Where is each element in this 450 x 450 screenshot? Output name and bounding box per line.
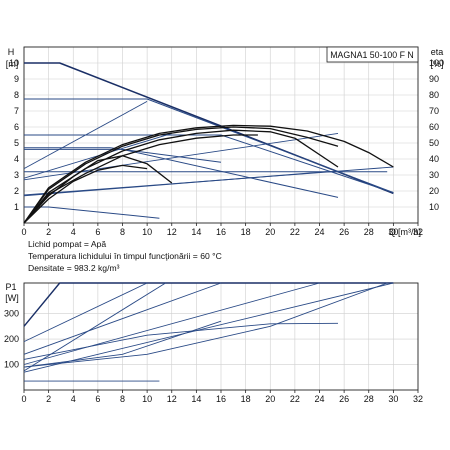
y-axis-unit: [m] [6, 59, 19, 69]
x-tick-label: 20 [265, 227, 275, 237]
x-tick-label: 18 [241, 394, 251, 404]
power-curve [23, 322, 339, 360]
pump-head-min-curve [24, 206, 160, 219]
y-right-tick-label: 10 [429, 202, 439, 212]
power-curve [23, 282, 166, 372]
x-tick-label: 6 [95, 394, 100, 404]
y-tick-label: 4 [14, 154, 19, 164]
y-right-axis-label: eta [431, 47, 444, 57]
y-right-axis-unit: [%] [430, 59, 443, 69]
system-curve-curve [23, 132, 339, 181]
x-tick-label: 6 [95, 227, 100, 237]
title-box [326, 46, 419, 63]
x-axis-unit: [m³/h] [398, 227, 421, 237]
x-tick-label: 24 [314, 394, 324, 404]
x-tick-label: 12 [167, 227, 177, 237]
x-tick-label: 18 [241, 227, 251, 237]
y-tick-label: 9 [14, 74, 19, 84]
y-tick-label: 2 [14, 186, 19, 196]
x-tick-label: 26 [339, 227, 349, 237]
efficiency-curve [23, 124, 394, 224]
pump-head-curve [24, 98, 394, 194]
x-tick-label: 22 [290, 394, 300, 404]
y-right-tick-label: 100 [429, 58, 444, 68]
x-tick-label: 4 [71, 227, 76, 237]
power-curve [23, 282, 222, 355]
x-tick-label: 16 [216, 394, 226, 404]
x-tick-label: 30 [388, 394, 398, 404]
x-tick-label: 28 [364, 394, 374, 404]
power-curve [23, 282, 394, 373]
y-axis-label: P1 [5, 282, 16, 292]
chart-title: MAGNA1 50-100 F N [330, 50, 414, 60]
medium-line-temperature: Temperatura lichidului în timpul funcţio… [28, 251, 222, 261]
y-tick-label: 1 [14, 202, 19, 212]
medium-line-pumped-liquid: Lichid pompat = Apă [28, 239, 107, 249]
system-curve-curve [23, 166, 394, 196]
pump-head-curve [24, 134, 394, 194]
x-tick-label: 22 [290, 227, 300, 237]
x-tick-label: 24 [314, 227, 324, 237]
system-curve-curve [23, 101, 148, 169]
y-tick-label: 7 [14, 106, 19, 116]
x-tick-label: 2 [46, 394, 51, 404]
y-right-tick-label: 60 [429, 122, 439, 132]
power-curve [23, 282, 148, 343]
x-tick-label: 14 [191, 227, 201, 237]
efficiency-curve [23, 126, 339, 224]
power-curve [23, 282, 388, 368]
head-efficiency-chart: 0 2 4 6 8 10 12 14 16 18 20 22 24 26 28 30 3212345678910… [6, 46, 444, 237]
x-axis-label: Q [389, 227, 396, 237]
power-max-curve [23, 282, 394, 327]
x-tick-label: 28 [364, 227, 374, 237]
x-tick-label: 30 [388, 227, 398, 237]
x-tick-label: 2 [46, 227, 51, 237]
power-chart: 0 2 4 6 8 10 12 14 16 18 20 22 24 26 28 30 32100200300P1… [4, 282, 423, 404]
power-curve [23, 282, 320, 365]
y-tick-label: 6 [14, 122, 19, 132]
y-tick-label: 300 [4, 309, 19, 319]
y-right-tick-label: 40 [429, 154, 439, 164]
pump-head-curve [23, 171, 388, 197]
y-axis-unit: [W] [5, 293, 19, 303]
x-tick-label: 14 [191, 394, 201, 404]
pump-head-curve [24, 148, 339, 198]
power-curve [23, 320, 222, 368]
x-tick-label: 0 [21, 394, 26, 404]
efficiency-curve [23, 155, 173, 224]
x-tick-label: 20 [265, 394, 275, 404]
x-tick-label: 0 [21, 227, 26, 237]
y-right-tick-label: 20 [429, 186, 439, 196]
y-tick-label: 10 [9, 58, 19, 68]
y-tick-label: 100 [4, 360, 19, 370]
y-right-tick-label: 70 [429, 106, 439, 116]
pump-head-curve [24, 147, 222, 163]
y-right-tick-label: 50 [429, 138, 439, 148]
medium-line-density: Densitate = 983.2 kg/m³ [28, 263, 120, 273]
x-tick-label: 4 [71, 394, 76, 404]
y-right-tick-label: 80 [429, 90, 439, 100]
y-tick-label: 3 [14, 170, 19, 180]
y-tick-label: 5 [14, 138, 19, 148]
efficiency-curve [23, 164, 148, 224]
x-tick-label: 8 [120, 394, 125, 404]
x-tick-label: 10 [142, 227, 152, 237]
y-axis-label: H [8, 47, 15, 57]
x-tick-label: 10 [142, 394, 152, 404]
x-tick-label: 8 [120, 227, 125, 237]
x-tick-label: 32 [413, 227, 423, 237]
y-tick-label: 8 [14, 90, 19, 100]
x-tick-label: 12 [167, 394, 177, 404]
x-tick-label: 26 [339, 394, 349, 404]
y-right-tick-label: 30 [429, 170, 439, 180]
y-tick-label: 200 [4, 334, 19, 344]
y-right-tick-label: 90 [429, 74, 439, 84]
x-tick-label: 16 [216, 227, 226, 237]
x-tick-label: 32 [413, 394, 423, 404]
